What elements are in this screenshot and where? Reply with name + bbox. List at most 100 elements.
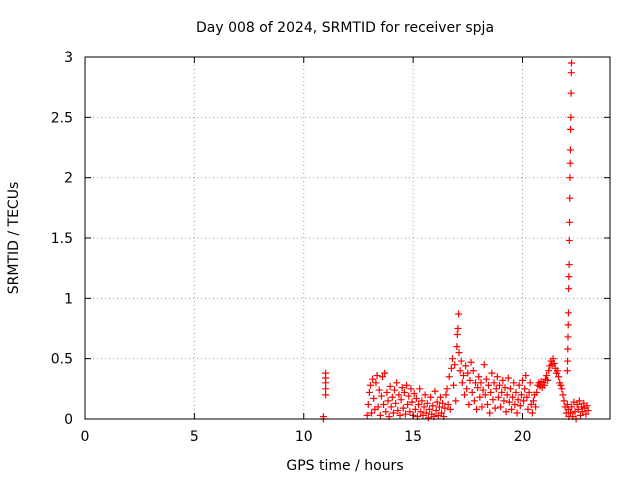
data-point — [578, 403, 586, 411]
data-point — [479, 386, 487, 394]
data-point — [488, 369, 496, 377]
data-point — [374, 403, 382, 411]
data-point — [403, 381, 411, 389]
data-point — [410, 390, 418, 398]
data-point — [427, 393, 435, 401]
data-point — [475, 373, 483, 381]
data-point — [386, 382, 394, 390]
data-point — [492, 385, 500, 393]
data-point — [384, 397, 392, 405]
data-point — [322, 369, 330, 377]
data-point — [449, 355, 456, 363]
y-tick-label: 0.5 — [51, 352, 73, 368]
data-point — [450, 381, 458, 389]
data-point — [411, 405, 419, 413]
data-point — [490, 379, 498, 387]
data-point — [461, 391, 469, 399]
data-point — [442, 391, 450, 399]
data-point — [491, 404, 499, 412]
data-point — [565, 273, 573, 281]
data-point — [566, 174, 574, 182]
data-point — [563, 367, 571, 375]
data-point — [477, 379, 485, 387]
data-point — [422, 409, 430, 417]
data-point — [511, 401, 519, 409]
data-point — [452, 397, 460, 405]
data-point — [564, 333, 572, 341]
data-point — [564, 309, 572, 317]
data-point — [432, 407, 440, 415]
data-point — [516, 402, 524, 410]
data-point — [575, 397, 583, 405]
data-point — [376, 411, 384, 419]
data-point — [443, 385, 451, 393]
chart-title: Day 008 of 2024, SRMTID for receiver spj… — [196, 20, 494, 36]
data-point — [397, 396, 405, 404]
data-point — [549, 355, 557, 363]
data-point — [484, 401, 491, 409]
data-point — [527, 401, 535, 409]
data-point — [322, 391, 330, 399]
data-point — [554, 367, 561, 375]
data-point — [567, 125, 575, 133]
data-point — [496, 381, 504, 389]
y-tick-label: 1 — [64, 291, 73, 307]
data-point — [395, 391, 403, 399]
data-point — [454, 325, 462, 332]
data-point — [466, 376, 474, 384]
data-point — [392, 399, 400, 407]
data-point — [582, 410, 590, 418]
data-point — [372, 379, 380, 387]
plot-frame — [84, 56, 611, 420]
x-tick-label: 0 — [81, 429, 90, 445]
data-point — [463, 385, 471, 393]
data-point — [567, 89, 575, 97]
data-point — [393, 379, 401, 387]
data-point — [451, 361, 459, 369]
data-point — [564, 345, 572, 353]
data-point — [379, 373, 386, 381]
data-point — [521, 385, 529, 393]
data-point — [500, 397, 508, 405]
data-point — [528, 409, 536, 417]
data-point — [573, 401, 581, 409]
data-point — [426, 405, 434, 413]
data-point — [399, 404, 407, 412]
data-point — [560, 397, 568, 405]
x-tick-label: 10 — [295, 429, 313, 445]
data-point — [436, 393, 444, 401]
data-point — [366, 381, 374, 389]
data-point — [322, 385, 330, 393]
data-point — [519, 376, 526, 384]
data-point — [509, 393, 517, 401]
data-point — [497, 403, 505, 411]
data-point — [415, 401, 423, 409]
data-point — [584, 407, 592, 415]
data-point — [513, 409, 521, 417]
data-point — [369, 375, 377, 383]
data-point — [465, 401, 473, 409]
data-point — [431, 387, 439, 395]
data-point — [423, 399, 431, 407]
data-point — [373, 372, 381, 380]
data-point — [485, 381, 493, 389]
data-point — [583, 402, 591, 410]
data-point — [567, 409, 575, 417]
data-point — [498, 388, 506, 396]
data-point — [445, 373, 453, 381]
data-point — [503, 391, 511, 399]
data-point — [398, 384, 406, 392]
data-point — [533, 388, 541, 396]
data-point — [543, 372, 551, 380]
data-point — [520, 397, 528, 405]
data-point — [514, 396, 522, 404]
data-point — [470, 397, 478, 405]
data-point — [370, 394, 378, 402]
data-point — [566, 218, 574, 226]
data-point — [433, 398, 441, 406]
data-point — [453, 331, 461, 339]
data-point — [493, 373, 501, 381]
data-point — [459, 372, 467, 380]
data-point — [505, 398, 513, 406]
